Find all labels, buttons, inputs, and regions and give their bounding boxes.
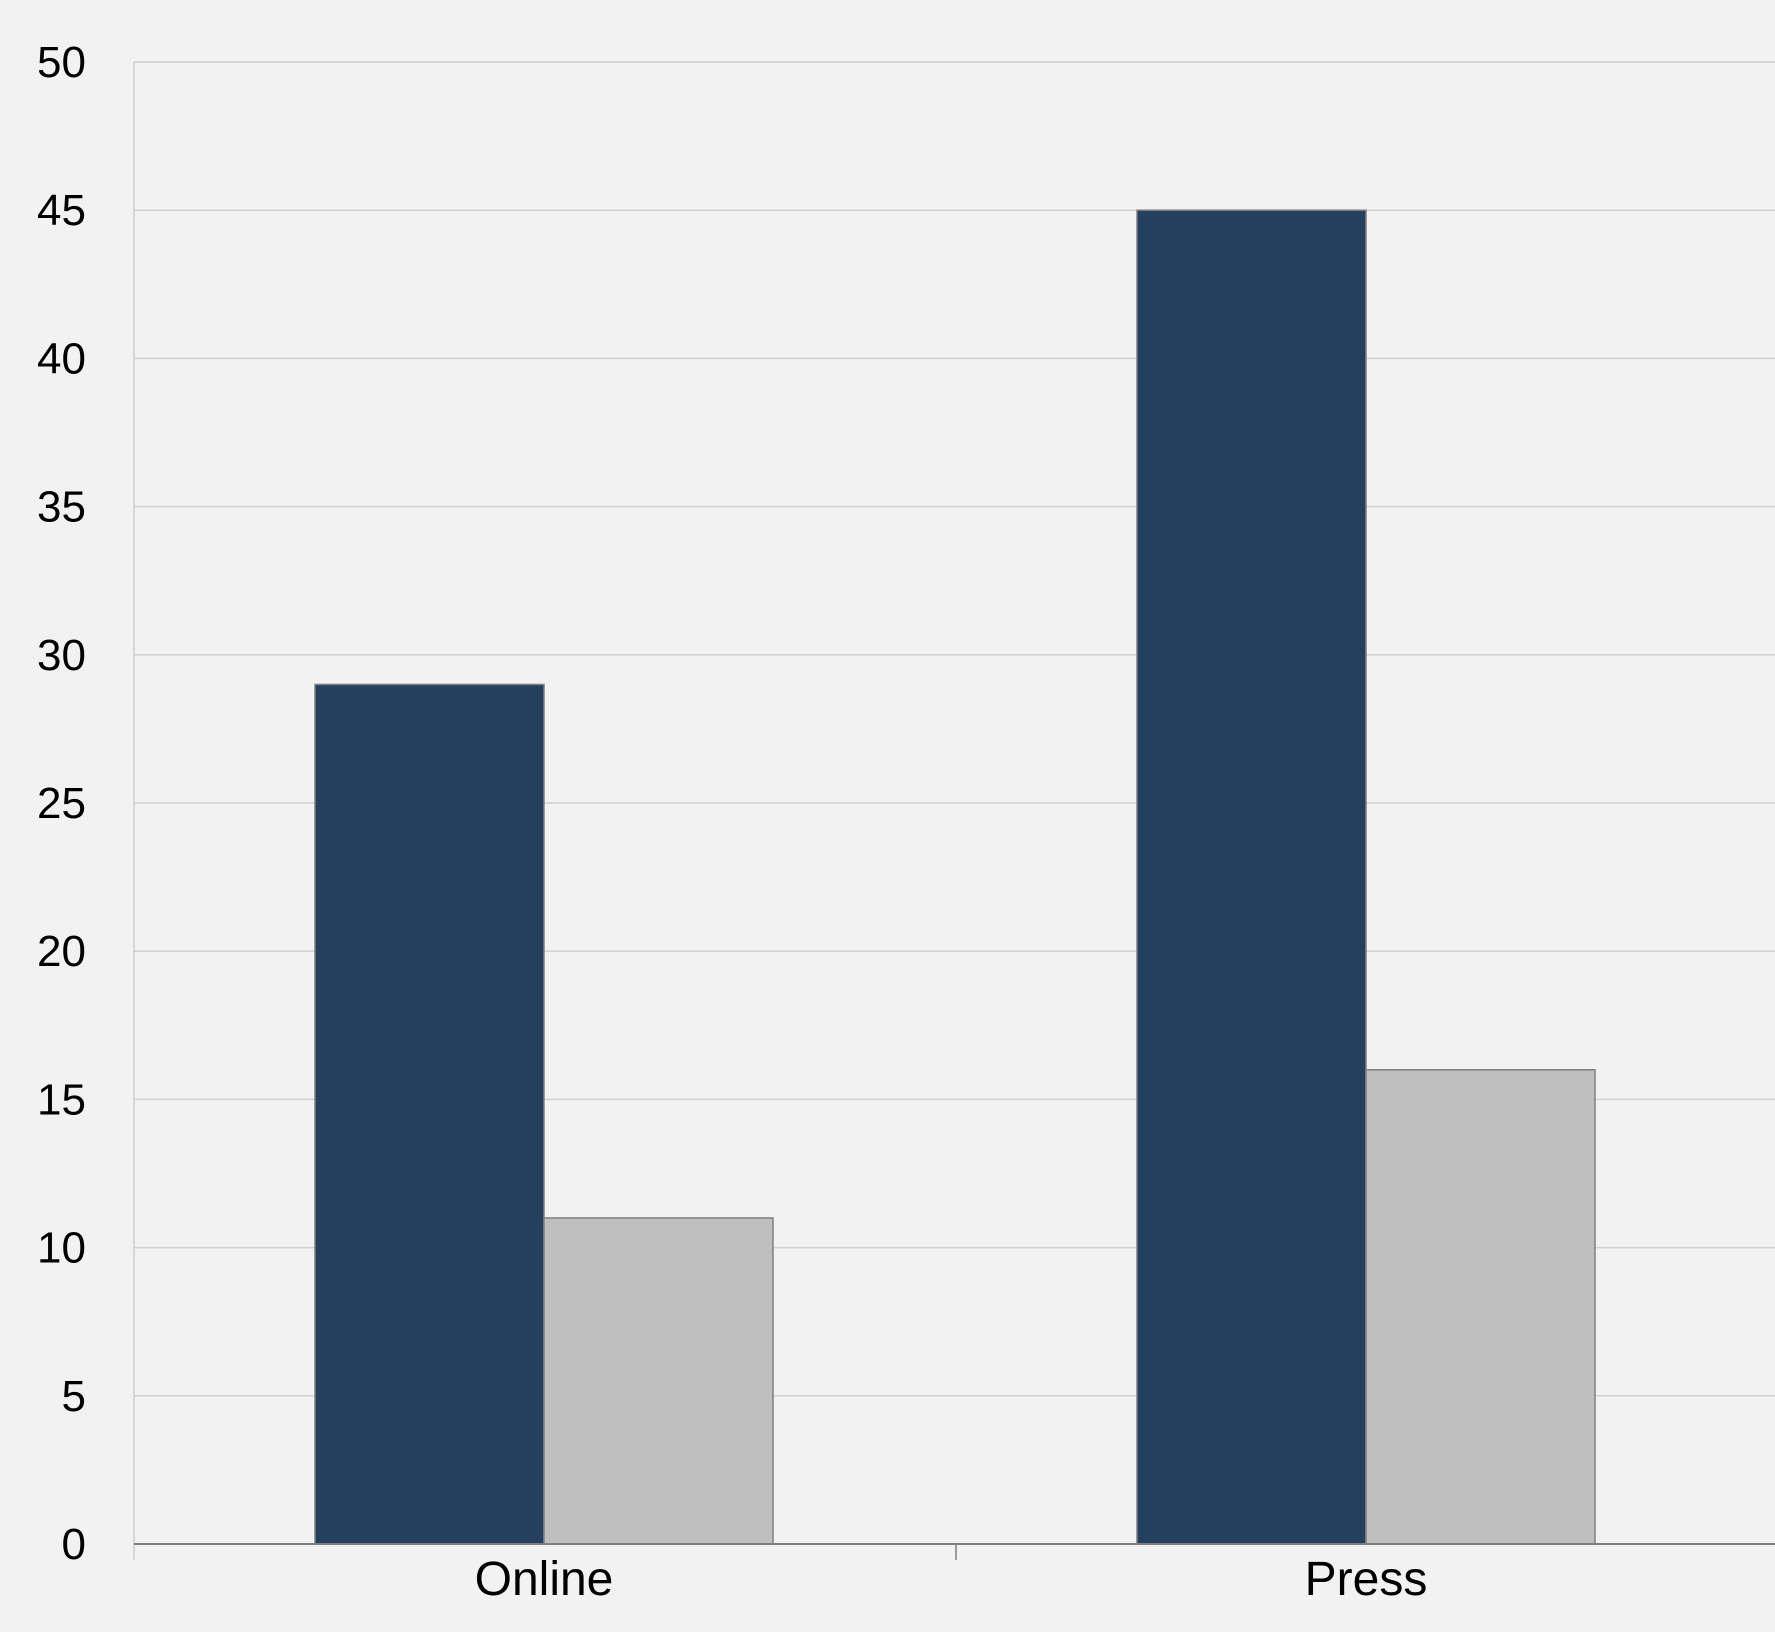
- y-tick-label: 35: [37, 483, 86, 532]
- y-tick-label: 50: [37, 38, 86, 87]
- y-tick-label: 40: [37, 334, 86, 383]
- bar-series-1-online: [314, 683, 545, 1545]
- bar-series-2-online: [543, 1217, 774, 1545]
- bars: [314, 209, 1596, 1545]
- bar-series-1-press: [1136, 209, 1367, 1545]
- y-tick-label: 0: [62, 1520, 86, 1569]
- y-tick-label: 20: [37, 927, 86, 976]
- y-tick-label: 30: [37, 631, 86, 680]
- axes: [133, 62, 1775, 1560]
- y-tick-label: 10: [37, 1224, 86, 1273]
- x-tick-label-press: Press: [1305, 1553, 1428, 1606]
- y-tick-label: 5: [62, 1372, 86, 1421]
- y-tick-label: 25: [37, 779, 86, 828]
- x-tick-label-online: Online: [475, 1553, 614, 1606]
- y-tick-labels: 0 5 10 15 20 25 30 35 40 45 50: [37, 38, 86, 1569]
- bar-series-2-press: [1365, 1069, 1596, 1545]
- y-tick-label: 45: [37, 186, 86, 235]
- y-tick-label: 15: [37, 1075, 86, 1124]
- x-tick-labels: Online Press: [475, 1553, 1428, 1606]
